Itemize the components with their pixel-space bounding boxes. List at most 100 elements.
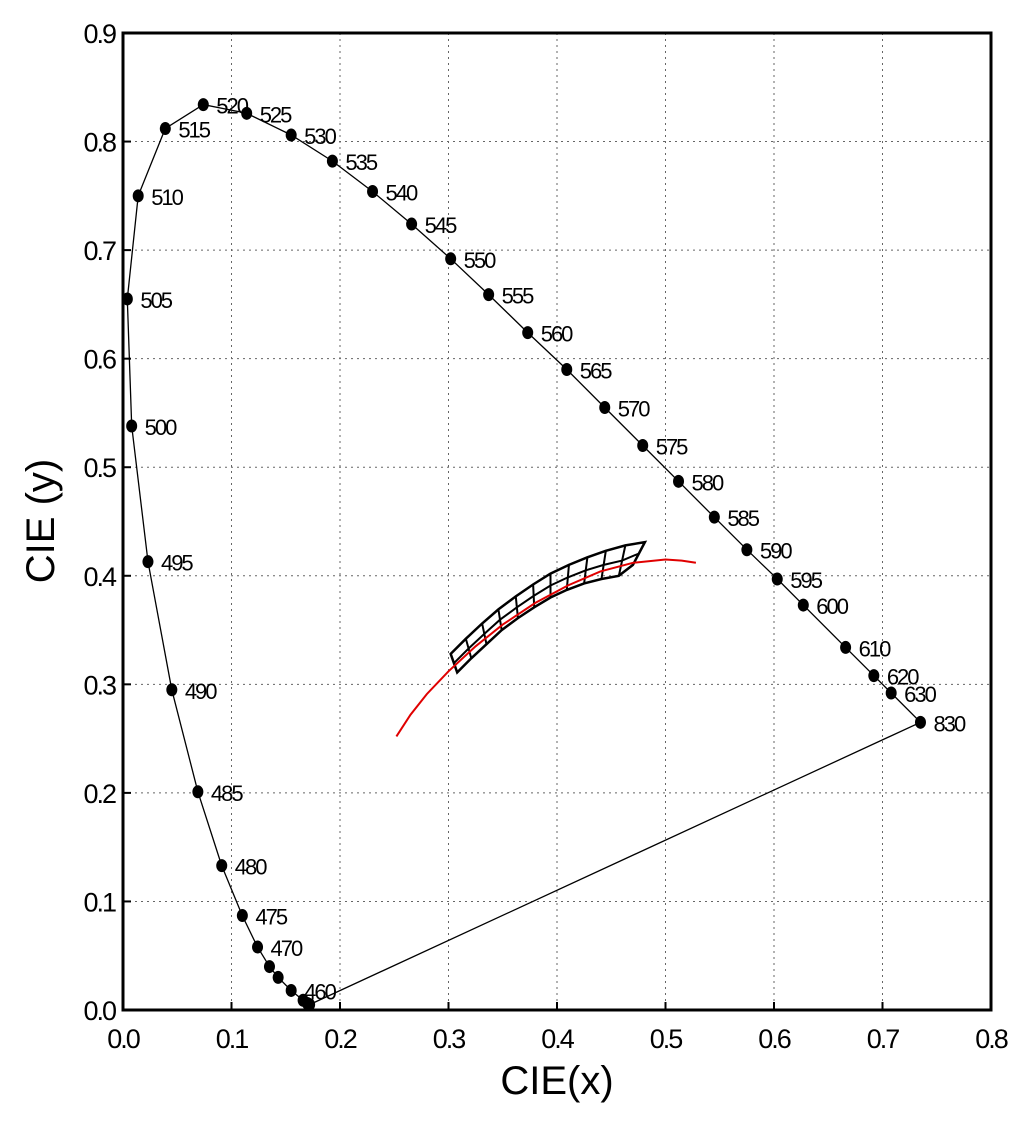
wavelength-label: 480: [235, 855, 267, 880]
spectral-point: [263, 960, 275, 974]
x-tick-label: 0.2: [324, 1024, 357, 1054]
x-axis-ticks: 0.0 0.1 0.2 0.3 0.4 0.5 0.6 0.7 0.8: [107, 1002, 1010, 1054]
wavelength-label: 630: [904, 682, 936, 707]
quadrangle-outline: [449, 540, 648, 675]
spectral-point: [561, 363, 573, 377]
spectral-point: [216, 859, 228, 873]
y-tick-label: 0.6: [83, 345, 116, 375]
y-tick-label: 0.0: [83, 996, 116, 1026]
spectral-point: [142, 555, 154, 569]
x-tick-label: 0.0: [107, 1024, 140, 1054]
wavelength-label: 620: [887, 665, 919, 690]
quadrangle-divider: [600, 550, 607, 580]
y-axis-title: CIE (y): [19, 459, 63, 583]
spectral-point: [868, 669, 880, 683]
wavelength-label: 515: [178, 118, 210, 143]
wavelength-label: 575: [656, 435, 688, 460]
wavelength-label: 560: [541, 322, 573, 347]
x-tick-label: 0.7: [867, 1024, 900, 1054]
spectral-point: [285, 983, 297, 997]
plot-frame: [121, 31, 993, 1012]
x-axis-title: CIE(x): [500, 1059, 613, 1103]
spectral-point: [252, 940, 264, 954]
spectral-point: [885, 686, 897, 700]
wavelength-label: 485: [211, 781, 243, 806]
wavelength-label: 590: [760, 539, 792, 564]
wavelength-label: 535: [345, 150, 377, 175]
spectral-point: [132, 189, 144, 203]
spectral-point: [599, 401, 611, 415]
planckian-locus-curve: [395, 558, 697, 737]
wavelength-label: 475: [255, 905, 287, 930]
spectral-point: [166, 683, 178, 697]
y-tick-label: 0.7: [83, 236, 116, 266]
x-tick-label: 0.4: [541, 1024, 575, 1054]
wavelength-label: 555: [502, 284, 534, 309]
wavelength-label: 505: [140, 288, 172, 313]
spectral-point: [522, 326, 534, 340]
quadrangle-divider: [481, 623, 488, 645]
wavelength-label: 525: [260, 102, 292, 127]
y-tick-label: 0.8: [83, 128, 116, 158]
wavelength-label: 470: [271, 936, 303, 961]
y-tick-label: 0.1: [83, 887, 116, 917]
spectral-point: [406, 217, 418, 231]
y-tick-label: 0.9: [83, 19, 116, 49]
wavelength-label: 490: [185, 679, 217, 704]
spectral-point: [236, 909, 248, 923]
x-tick-label: 0.8: [975, 1024, 1008, 1054]
y-tick-label: 0.4: [83, 562, 117, 592]
spectral-point: [445, 252, 457, 266]
wavelength-label: 565: [580, 359, 612, 384]
y-axis-ticks: 0.0 0.1 0.2 0.3 0.4 0.5 0.6 0.7 0.8 0.9: [83, 19, 131, 1026]
spectral-point: [159, 122, 171, 136]
spectral-point: [708, 510, 720, 524]
wavelength-label: 510: [151, 185, 183, 210]
spectral-point: [367, 184, 379, 198]
wavelength-label: 580: [692, 470, 724, 495]
spectral-point: [741, 543, 753, 557]
spectral-point: [126, 419, 138, 433]
y-tick-label: 0.5: [83, 453, 116, 483]
spectral-point: [673, 474, 685, 488]
wavelength-label: 540: [386, 180, 418, 205]
spectral-point: [285, 128, 297, 142]
spectral-point: [637, 439, 649, 453]
wavelength-label: 495: [161, 551, 193, 576]
wavelength-label: 830: [933, 711, 965, 736]
spectral-point: [297, 993, 309, 1007]
spectral-point: [241, 106, 253, 120]
wavelength-label: 585: [727, 506, 759, 531]
wavelength-label: 530: [304, 124, 336, 149]
y-tick-label: 0.3: [83, 670, 116, 700]
x-tick-label: 0.6: [758, 1024, 791, 1054]
wavelength-label: 595: [790, 568, 822, 593]
wavelength-label: 520: [216, 94, 248, 119]
quadrangle-divider: [617, 545, 627, 576]
wavelength-label: 460: [304, 979, 336, 1004]
wavelength-label: 610: [859, 636, 891, 661]
spectral-point: [197, 98, 209, 112]
x-tick-label: 0.5: [650, 1024, 683, 1054]
spectral-point: [914, 715, 926, 729]
spectral-point: [121, 292, 133, 306]
x-tick-label: 0.3: [433, 1024, 466, 1054]
quadrangle-centerline: [453, 552, 640, 664]
wavelength-label: 500: [145, 415, 177, 440]
spectral-point: [326, 154, 338, 168]
quadrangle-grid: [449, 540, 648, 675]
grid-lines: [123, 33, 991, 1010]
spectral-points: [121, 98, 926, 1012]
x-tick-label: 0.1: [216, 1024, 249, 1054]
wavelength-label: 570: [618, 397, 650, 422]
spectral-point: [192, 785, 204, 799]
planckian-locus: [395, 558, 697, 737]
spectral-point: [771, 572, 783, 586]
quadrangle-divider: [464, 638, 473, 659]
wavelength-label: 545: [425, 213, 457, 238]
wavelength-label: 550: [464, 248, 496, 273]
wavelength-label: 600: [816, 594, 848, 619]
spectral-point: [272, 970, 284, 984]
